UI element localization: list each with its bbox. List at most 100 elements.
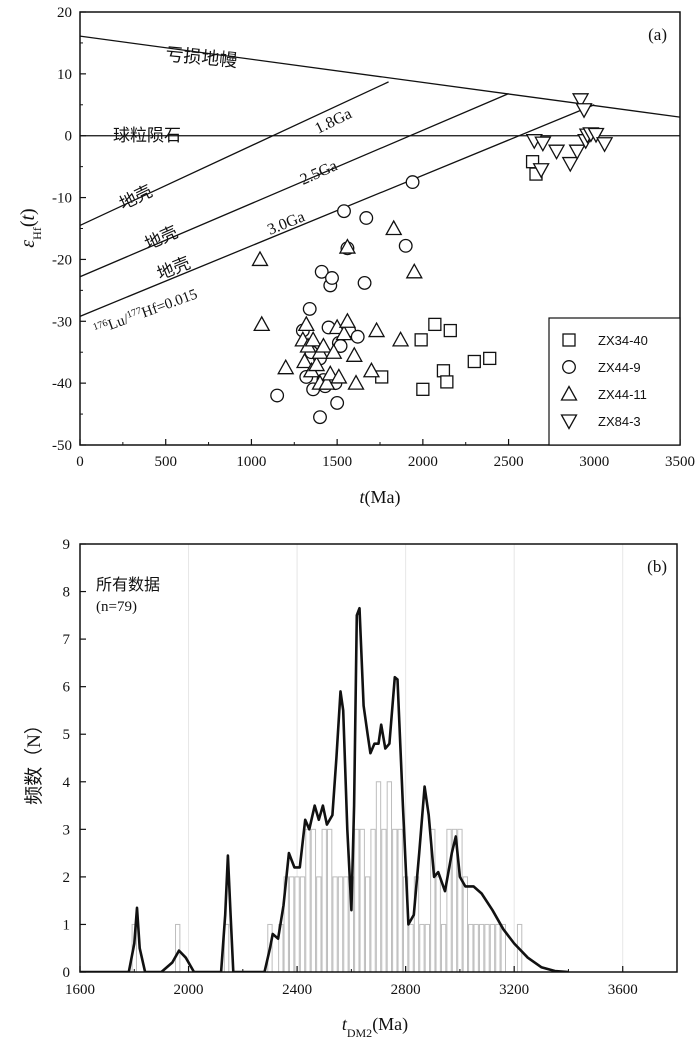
point-ZX44-11 [304,331,322,347]
histogram-bar [343,876,349,973]
plot-frame-b [79,543,678,973]
point-ZX84-3 [568,144,586,161]
histogram-bar [473,923,479,973]
annotation-count: (n=79) [96,599,137,615]
histogram-bar [478,923,485,973]
histogram-bar [495,923,501,973]
y-tick-label-b: 6 [63,680,71,696]
point-ZX84-3 [534,136,552,152]
histogram-bar [392,828,398,973]
legend-label-ZX44-11: ZX44-11 [598,387,647,402]
histogram-bar [375,781,382,973]
histogram-bars [131,781,523,973]
point-ZX44-9 [325,271,339,285]
point-ZX44-9 [359,211,374,225]
legend-a: ZX34-40 ZX44-9 ZX44-11 ZX84-3 [548,317,681,446]
point-ZX44-11 [367,321,386,338]
x-tick-label-b: 2800 [391,982,421,998]
y-tick-label-a: -50 [52,438,72,454]
point-ZX44-11 [338,312,357,328]
point-ZX44-11 [251,250,269,267]
x-tick-label-a: 2500 [494,454,524,470]
y-tick-label-a: 20 [57,5,72,21]
point-ZX44-9 [337,204,351,219]
histogram-bar [310,828,317,973]
point-ZX44-11 [338,238,357,254]
point-ZX44-11 [321,365,339,381]
point-ZX34-40 [443,323,457,338]
point-ZX44-9 [270,388,285,403]
point-ZX44-9 [302,301,317,316]
histogram-bar [359,828,365,973]
point-ZX44-11 [314,337,333,353]
x-tick-label-b: 3600 [608,982,638,998]
ref-line-crust-1.8 [80,81,389,226]
point-ZX84-3 [547,144,566,161]
point-ZX44-11 [362,361,381,378]
point-ZX34-40 [428,317,442,332]
point-ZX44-11 [307,355,326,372]
x-tick-label-a: 0 [76,454,84,470]
point-ZX84-3 [561,156,579,173]
x-tick-label-a: 1500 [322,454,352,470]
point-ZX34-40 [416,382,430,396]
histogram-bar [332,876,338,973]
legend-label-ZX34-40: ZX34-40 [598,333,648,348]
point-ZX44-11 [345,346,363,362]
x-tick-label-a: 500 [154,454,177,470]
point-ZX44-9 [330,395,345,410]
x-tick-label-b: 1600 [65,982,95,998]
histogram-bar [316,876,322,973]
legend-marker-ZX44-9 [562,360,576,374]
histogram-bar [468,923,474,973]
histogram-bar [386,781,393,973]
histogram-bar [462,876,469,973]
histogram-bar [446,828,452,973]
point-ZX44-9 [350,329,365,344]
y-tick-label-b: 5 [63,727,71,743]
point-ZX34-40 [440,375,454,389]
histogram-bar [419,923,425,973]
point-ZX44-9 [398,238,413,253]
point-ZX44-11 [385,219,403,236]
point-ZX34-40 [467,354,481,369]
point-ZX44-9 [405,175,420,190]
point-ZX44-11 [325,343,343,359]
y-tick-label-b: 4 [63,775,71,791]
x-axis-label-b: tDM2(Ma) [342,1014,408,1037]
histogram-bar [337,876,344,973]
point-ZX44-11 [330,368,348,384]
ref-line-crust-2.5 [80,93,509,278]
point-ZX44-11 [277,358,295,375]
legend-marker-ZX84-3 [560,414,578,430]
histogram-bar [424,923,431,973]
y-tick-label-b: 0 [63,965,71,981]
y-tick-label-a: 10 [57,67,72,83]
point-ZX84-3 [532,163,550,179]
histogram-bar [364,876,371,973]
histogram-bar [397,828,403,973]
histogram-bar [326,828,333,973]
histogram-bar [489,923,496,973]
x-tick-label-b: 3200 [499,982,529,998]
point-ZX44-11 [295,352,314,369]
y-tick-label-b: 7 [63,632,71,648]
density-curve [80,606,569,972]
point-ZX44-11 [347,374,365,390]
x-tick-label-a: 3000 [579,454,609,470]
y-tick-label-a: -20 [52,252,72,268]
point-ZX44-9 [313,410,327,425]
legend-label-ZX44-9: ZX44-9 [598,360,641,375]
y-tick-label-b: 3 [63,822,71,838]
y-tick-label-a: 0 [65,129,73,145]
x-tick-label-a: 3500 [665,454,695,470]
x-tick-label-a: 2000 [408,454,438,470]
point-ZX84-3 [587,127,605,144]
histogram-bar [440,923,447,973]
point-ZX44-9 [357,275,372,290]
point-ZX34-40 [483,351,497,366]
point-ZX44-11 [253,315,271,332]
histogram-bar [305,828,311,973]
